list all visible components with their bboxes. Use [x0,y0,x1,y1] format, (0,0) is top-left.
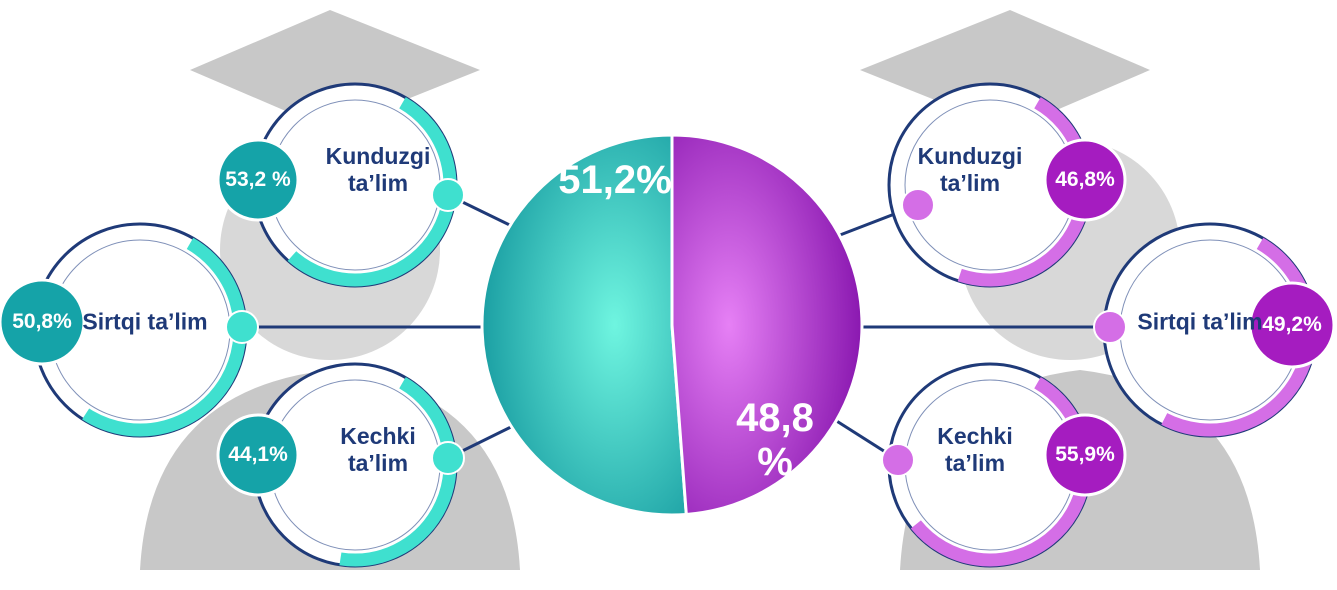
ring-label: Sirtqi ta’lim [1135,309,1265,336]
chart [0,0,1337,590]
pie-value-label: 51,2% [555,158,675,202]
connector-dot [1094,311,1126,343]
badge-label: 55,9% [1048,443,1122,467]
ring-label: Kunduzgi ta’lim [313,143,443,197]
badge-label: 53,2 % [221,168,295,192]
infographic: 53,2 %Kunduzgi ta’lim50,8%Sirtqi ta’lim4… [0,0,1337,590]
ring-label: Kechki ta’lim [313,423,443,477]
badge-label: 50,8% [3,310,81,334]
pie-value-label: 48,8 % [715,396,835,484]
ring-label: Sirtqi ta’lim [80,309,210,336]
ring-label: Kunduzgi ta’lim [905,143,1035,197]
badge-label: 46,8% [1048,168,1122,192]
ring-label: Kechki ta’lim [910,423,1040,477]
badge-label: 44,1% [221,443,295,467]
connector-dot [226,311,258,343]
